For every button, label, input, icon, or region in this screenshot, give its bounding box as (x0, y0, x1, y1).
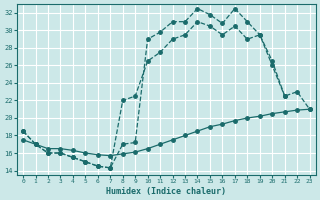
X-axis label: Humidex (Indice chaleur): Humidex (Indice chaleur) (106, 187, 226, 196)
